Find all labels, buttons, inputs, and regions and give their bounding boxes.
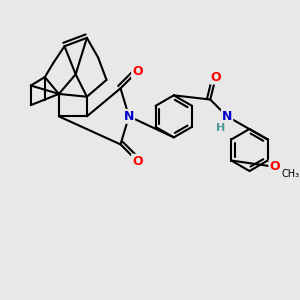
Text: O: O: [132, 155, 143, 168]
Text: O: O: [211, 70, 221, 84]
Text: N: N: [222, 110, 232, 123]
Text: H: H: [216, 123, 226, 133]
Text: O: O: [132, 65, 143, 78]
Text: O: O: [269, 160, 280, 173]
Text: CH₃: CH₃: [281, 169, 299, 179]
Text: N: N: [124, 110, 134, 123]
